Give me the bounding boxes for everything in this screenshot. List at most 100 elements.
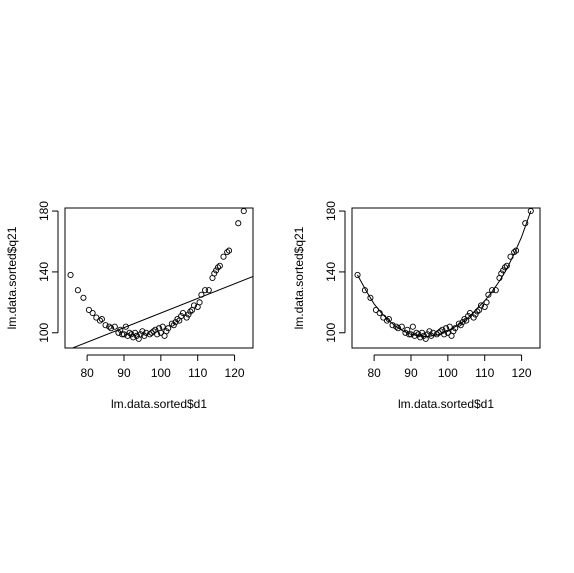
data-point [150,328,157,335]
data-point [441,331,448,338]
data-point [474,308,481,315]
data-point [213,267,220,274]
data-point [472,311,479,318]
data-point [424,331,431,338]
data-point [122,323,129,330]
data-point [131,329,139,336]
data-point [133,332,140,339]
x-tick-label: 90 [404,366,418,380]
data-point [205,287,212,294]
data-point [372,306,380,314]
data-point [389,322,396,329]
data-point [446,323,453,330]
x-tick-label: 80 [367,366,381,380]
data-point [498,270,505,277]
data-point [224,249,231,256]
data-point [407,331,415,338]
data-point [235,220,242,227]
data-point [444,329,451,336]
data-point [108,325,115,332]
data-point [168,320,175,327]
data-point [501,264,509,271]
data-point [80,294,87,301]
y-axis-title: lm.data.sorted$q21 [292,226,306,329]
data-point [85,306,93,314]
data-point [172,319,179,326]
data-point [74,287,81,294]
right-panel: 80 90 100 110 120 100 140 180 lm.data.sorted$d1 l… [292,201,541,411]
data-point [202,287,209,294]
data-point [503,262,510,269]
data-point [170,322,177,329]
data-point [527,207,534,215]
data-point [395,325,402,332]
data-point [398,323,405,330]
data-point [483,299,490,306]
x-axis-title: lm.data.sorted$d1 [398,397,494,411]
data-point [211,270,218,277]
data-point [137,331,144,338]
data-point [511,249,518,256]
y-tick-label: 100 [37,322,51,342]
data-point [406,331,413,338]
x-tick-label: 120 [225,366,245,380]
data-point [409,323,416,330]
data-point [93,314,100,321]
data-point [225,247,233,254]
data-point [119,331,126,338]
data-point [163,328,170,335]
data-point [146,331,153,338]
data-point [428,332,435,339]
data-point [111,323,118,330]
data-point [214,264,222,271]
fitted-curve [357,210,532,338]
data-point [165,325,172,332]
data-point [124,332,131,339]
data-point [450,328,457,335]
data-point [507,253,514,260]
data-point [367,294,374,301]
data-point [154,331,161,338]
y-tick-label: 180 [37,201,51,221]
x-tick-label: 100 [438,366,458,380]
data-point [489,287,496,294]
left-panel: 80 90 100 110 120 100 140 180 lm.data.sorted$d1 l… [5,201,254,411]
data-point [500,267,507,274]
plot-frame [64,207,254,349]
data-point [157,329,164,336]
data-point [485,291,492,298]
y-tick-label: 140 [37,262,51,282]
data-point [148,329,155,336]
data-point [216,262,223,269]
data-point [98,316,105,323]
data-point [466,309,474,317]
x-tick-label: 80 [80,366,94,380]
data-point [96,317,104,324]
y-tick-label: 100 [324,322,338,342]
data-point [457,322,464,329]
data-point [385,316,392,323]
x-tick-label: 110 [475,366,494,380]
data-point [102,322,109,329]
data-point [190,302,198,309]
data-point [415,331,422,338]
data-point [240,207,247,215]
data-point [179,309,187,317]
data-point [376,309,383,317]
data-point [418,329,426,336]
data-point [141,332,148,339]
data-point [89,309,96,317]
data-point [174,316,181,323]
data-point [411,332,418,339]
data-point [470,314,477,321]
data-point [198,291,205,298]
data-point [420,332,427,339]
data-point [459,319,466,326]
data-point [361,287,368,294]
data-point [437,328,444,335]
data-point [465,312,472,320]
x-tick-label: 110 [188,366,207,380]
data-point [120,331,128,338]
data-point [196,299,203,306]
